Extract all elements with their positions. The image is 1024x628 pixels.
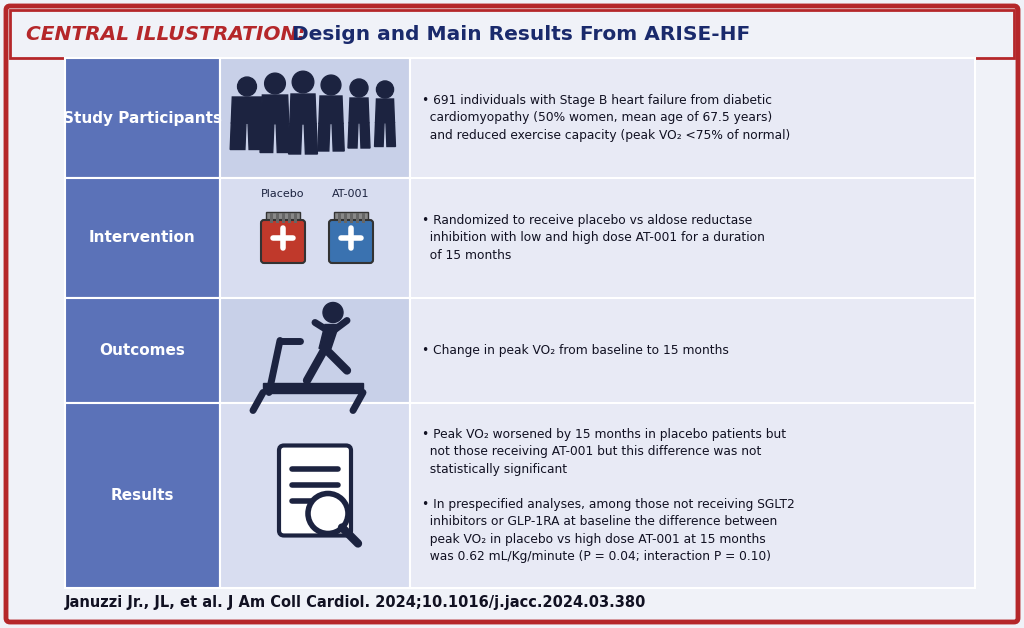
Text: Results: Results — [111, 488, 174, 503]
Polygon shape — [360, 123, 370, 148]
Bar — [220, 58, 410, 178]
Polygon shape — [248, 123, 264, 149]
Bar — [276, 213, 279, 223]
Text: • Randomized to receive placebo vs aldose reductase
  inhibition with low and hi: • Randomized to receive placebo vs aldos… — [422, 214, 765, 262]
Text: • 691 individuals with Stage B heart failure from diabetic
  cardiomyopathy (50%: • 691 individuals with Stage B heart fai… — [422, 94, 791, 142]
FancyBboxPatch shape — [261, 220, 305, 263]
Bar — [266, 212, 300, 224]
Bar — [338, 213, 341, 223]
Text: • Change in peak VO₂ from baseline to 15 months: • Change in peak VO₂ from baseline to 15… — [422, 344, 729, 357]
Polygon shape — [304, 124, 317, 154]
Bar — [65, 178, 220, 298]
Bar — [334, 212, 368, 224]
FancyBboxPatch shape — [279, 445, 351, 536]
Circle shape — [377, 81, 393, 98]
Bar — [65, 58, 220, 178]
Text: Design and Main Results From ARISE-HF: Design and Main Results From ARISE-HF — [285, 24, 751, 43]
Polygon shape — [376, 99, 394, 122]
Bar — [220, 403, 410, 588]
Text: Januzzi Jr., JL, et al. J Am Coll Cardiol. 2024;10.1016/j.jacc.2024.03.380: Januzzi Jr., JL, et al. J Am Coll Cardio… — [65, 595, 646, 610]
Circle shape — [308, 494, 348, 534]
Bar — [350, 213, 353, 223]
Bar — [282, 213, 285, 223]
Polygon shape — [276, 124, 290, 153]
Text: AT-001: AT-001 — [332, 189, 370, 199]
Polygon shape — [386, 122, 395, 146]
Polygon shape — [318, 96, 343, 124]
Text: Intervention: Intervention — [89, 230, 196, 246]
Circle shape — [264, 73, 286, 94]
Polygon shape — [349, 98, 369, 123]
Text: Study Participants: Study Participants — [63, 111, 222, 126]
Circle shape — [323, 303, 343, 323]
Polygon shape — [231, 97, 263, 123]
Polygon shape — [319, 325, 339, 349]
Bar — [10, 10, 1014, 58]
Polygon shape — [289, 124, 302, 154]
FancyBboxPatch shape — [329, 220, 373, 263]
Bar — [356, 213, 359, 223]
Bar — [263, 382, 362, 392]
Text: Outcomes: Outcomes — [99, 343, 185, 358]
Circle shape — [238, 77, 256, 96]
Polygon shape — [261, 95, 289, 124]
Bar — [288, 213, 291, 223]
Text: Placebo: Placebo — [261, 189, 305, 199]
Bar — [410, 298, 975, 403]
Polygon shape — [375, 122, 384, 146]
Text: CENTRAL ILLUSTRATION:: CENTRAL ILLUSTRATION: — [26, 24, 305, 43]
Polygon shape — [260, 124, 273, 153]
Bar — [65, 403, 220, 588]
Polygon shape — [332, 124, 344, 151]
Text: • Peak VO₂ worsened by 15 months in placebo patients but
  not those receiving A: • Peak VO₂ worsened by 15 months in plac… — [422, 428, 795, 563]
Bar — [220, 178, 410, 298]
Bar — [410, 403, 975, 588]
Circle shape — [322, 75, 341, 95]
Polygon shape — [230, 123, 246, 149]
Polygon shape — [348, 123, 358, 148]
Bar — [362, 213, 365, 223]
Bar — [410, 178, 975, 298]
Bar — [220, 298, 410, 403]
Circle shape — [292, 71, 313, 93]
Bar — [65, 298, 220, 403]
Polygon shape — [290, 94, 316, 124]
Polygon shape — [317, 124, 330, 151]
Bar — [270, 213, 273, 223]
Bar — [344, 213, 347, 223]
FancyBboxPatch shape — [6, 6, 1018, 622]
Bar — [294, 213, 297, 223]
Bar — [410, 58, 975, 178]
Circle shape — [350, 79, 368, 97]
